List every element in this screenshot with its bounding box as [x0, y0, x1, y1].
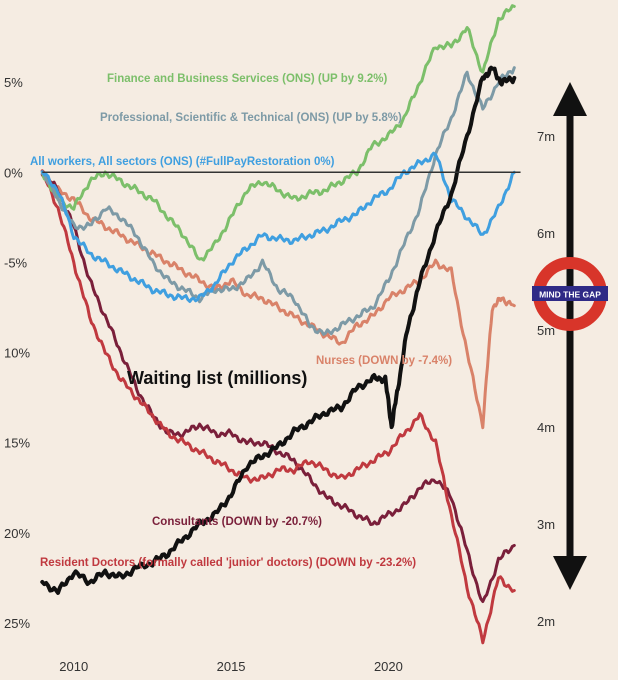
left-axis-tick-label: 0%: [4, 165, 23, 180]
annotation-layer: Finance and Business Services (ONS) (UP …: [30, 73, 452, 569]
x-axis-tick-label: 2015: [217, 659, 246, 674]
annotation-label: Resident Doctors (formally called 'junio…: [40, 557, 416, 569]
left-axis-tick-label: -5%: [4, 255, 28, 270]
left-axis-tick-label: 5%: [4, 75, 23, 90]
annotation-label: All workers, All sectors (ONS) (#FullPay…: [30, 156, 335, 168]
double-arrow-icon: [553, 82, 587, 590]
series-line-2: [40, 151, 516, 303]
series-line-0: [40, 4, 516, 262]
annotation-label: Waiting list (millions): [127, 368, 307, 388]
left-axis-tick-label: 25%: [4, 616, 30, 631]
mind-the-gap-roundel: MIND THE GAP: [532, 257, 608, 331]
series-line-6: [40, 65, 517, 595]
right-axis-tick-label: 3m: [537, 517, 555, 532]
series-line-5: [40, 169, 516, 645]
x-axis-tick-label: 2020: [374, 659, 403, 674]
roundel-text: MIND THE GAP: [539, 290, 601, 300]
left-axis-tick-label: 20%: [4, 526, 30, 541]
series-line-3: [40, 169, 516, 430]
right-axis-tick-label: 4m: [537, 420, 555, 435]
x-axis-tick-label: 2010: [59, 659, 88, 674]
left-axis-tick-label: 15%: [4, 436, 30, 451]
tick-layer: 5% 0% -5% 10% 15% 20% 25% 7m 6m 5m 4m 3m 2m 2010 2015 2…: [4, 75, 555, 674]
series-line-1: [40, 66, 516, 336]
right-axis-tick-label: 7m: [537, 129, 555, 144]
right-axis-tick-label: 2m: [537, 614, 555, 629]
right-axis-tick-label: 6m: [537, 226, 555, 241]
right-axis-tick-label: 5m: [537, 323, 555, 338]
annotation-label: Finance and Business Services (ONS) (UP …: [107, 73, 388, 85]
series-layer: [40, 4, 517, 645]
annotation-label: Professional, Scientific & Technical (ON…: [100, 112, 402, 124]
annotation-label: Consultants (DOWN by -20.7%): [152, 516, 322, 528]
annotation-label: Nurses (DOWN by -7.4%): [316, 355, 452, 367]
left-axis-tick-label: 10%: [4, 346, 30, 361]
series-line-4: [40, 173, 516, 603]
